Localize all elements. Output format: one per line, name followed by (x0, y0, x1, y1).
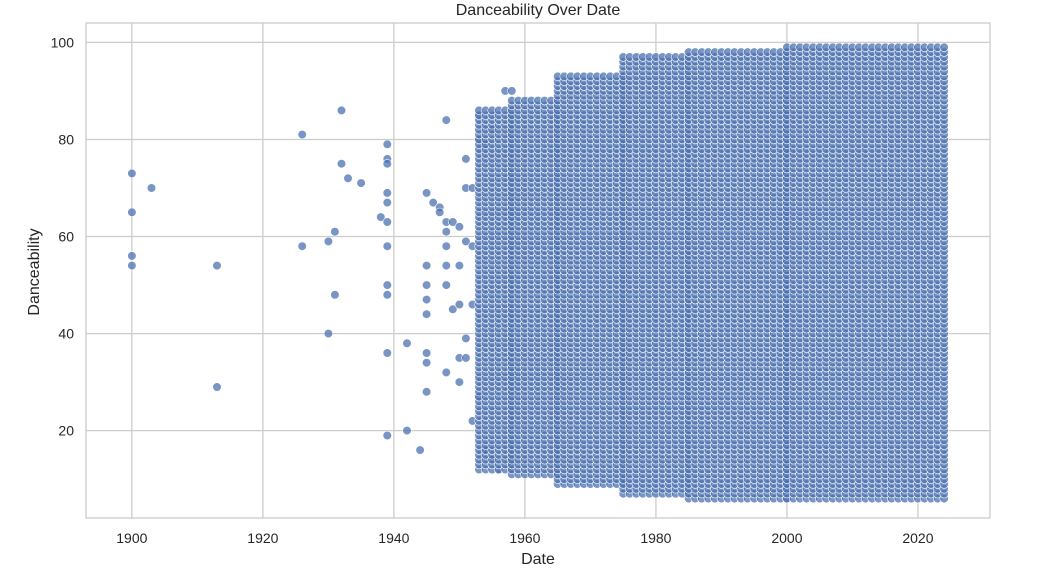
data-point (382, 198, 392, 208)
data-point (461, 154, 471, 164)
data-point (356, 178, 366, 188)
data-point (441, 227, 451, 237)
data-point (376, 212, 386, 222)
data-point (212, 261, 222, 271)
data-point (402, 426, 412, 436)
data-point (422, 358, 432, 368)
data-point (422, 309, 432, 319)
data-point (297, 241, 307, 251)
data-point (454, 261, 465, 271)
data-point (428, 198, 438, 208)
data-point (382, 430, 392, 441)
data-point (382, 348, 392, 358)
data-point (382, 139, 392, 149)
data-point (441, 261, 451, 271)
data-point (323, 236, 334, 246)
data-point (422, 188, 432, 198)
data-point (435, 207, 445, 217)
data-point (382, 188, 392, 198)
data-point (422, 261, 432, 271)
data-point (297, 130, 307, 140)
data-point (422, 387, 432, 397)
data-point (330, 290, 340, 300)
data-point (507, 86, 517, 96)
data-point (127, 261, 137, 271)
data-point (422, 280, 432, 290)
data-point (127, 251, 137, 261)
data-point (127, 168, 137, 178)
data-point (382, 159, 392, 169)
data-point (382, 290, 392, 300)
data-point (343, 173, 353, 183)
data-point (448, 217, 458, 227)
data-point (422, 348, 432, 358)
data-point (461, 333, 471, 344)
data-point (441, 367, 451, 378)
data-point (336, 159, 347, 169)
data-point (454, 377, 465, 387)
data-point (422, 295, 432, 305)
data-point (441, 241, 451, 251)
data-point (402, 338, 412, 348)
data-point (323, 329, 334, 339)
data-point (461, 236, 471, 246)
data-point (336, 105, 347, 115)
data-point (448, 304, 458, 314)
data-point (212, 382, 222, 392)
data-point (146, 183, 157, 193)
data-point (382, 280, 392, 290)
data-point (454, 299, 465, 310)
data-point (382, 241, 392, 251)
data-point (382, 217, 392, 227)
data-point (415, 445, 425, 455)
data-point (441, 115, 451, 125)
data-points (127, 42, 949, 504)
data-point (454, 222, 465, 232)
data-point (441, 280, 451, 290)
data-point (461, 353, 471, 363)
data-point (127, 207, 137, 217)
data-point (330, 227, 340, 237)
